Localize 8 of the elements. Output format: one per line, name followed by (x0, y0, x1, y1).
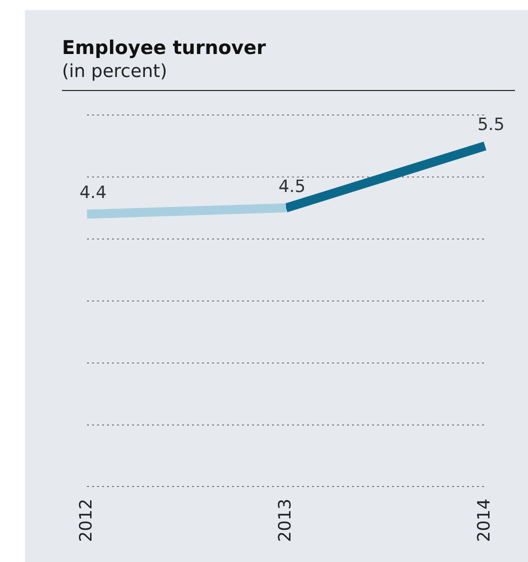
x-tick-label: 2014 (474, 498, 494, 542)
chart-subtitle: (in percent) (62, 60, 168, 84)
data-label: 4.4 (79, 183, 107, 204)
data-label: 5.5 (477, 114, 505, 135)
x-tick-label: 2013 (275, 498, 296, 542)
chart-title: Employee turnover (62, 36, 267, 60)
data-label: 4.5 (278, 176, 306, 197)
x-tick-label: 2012 (76, 498, 96, 542)
